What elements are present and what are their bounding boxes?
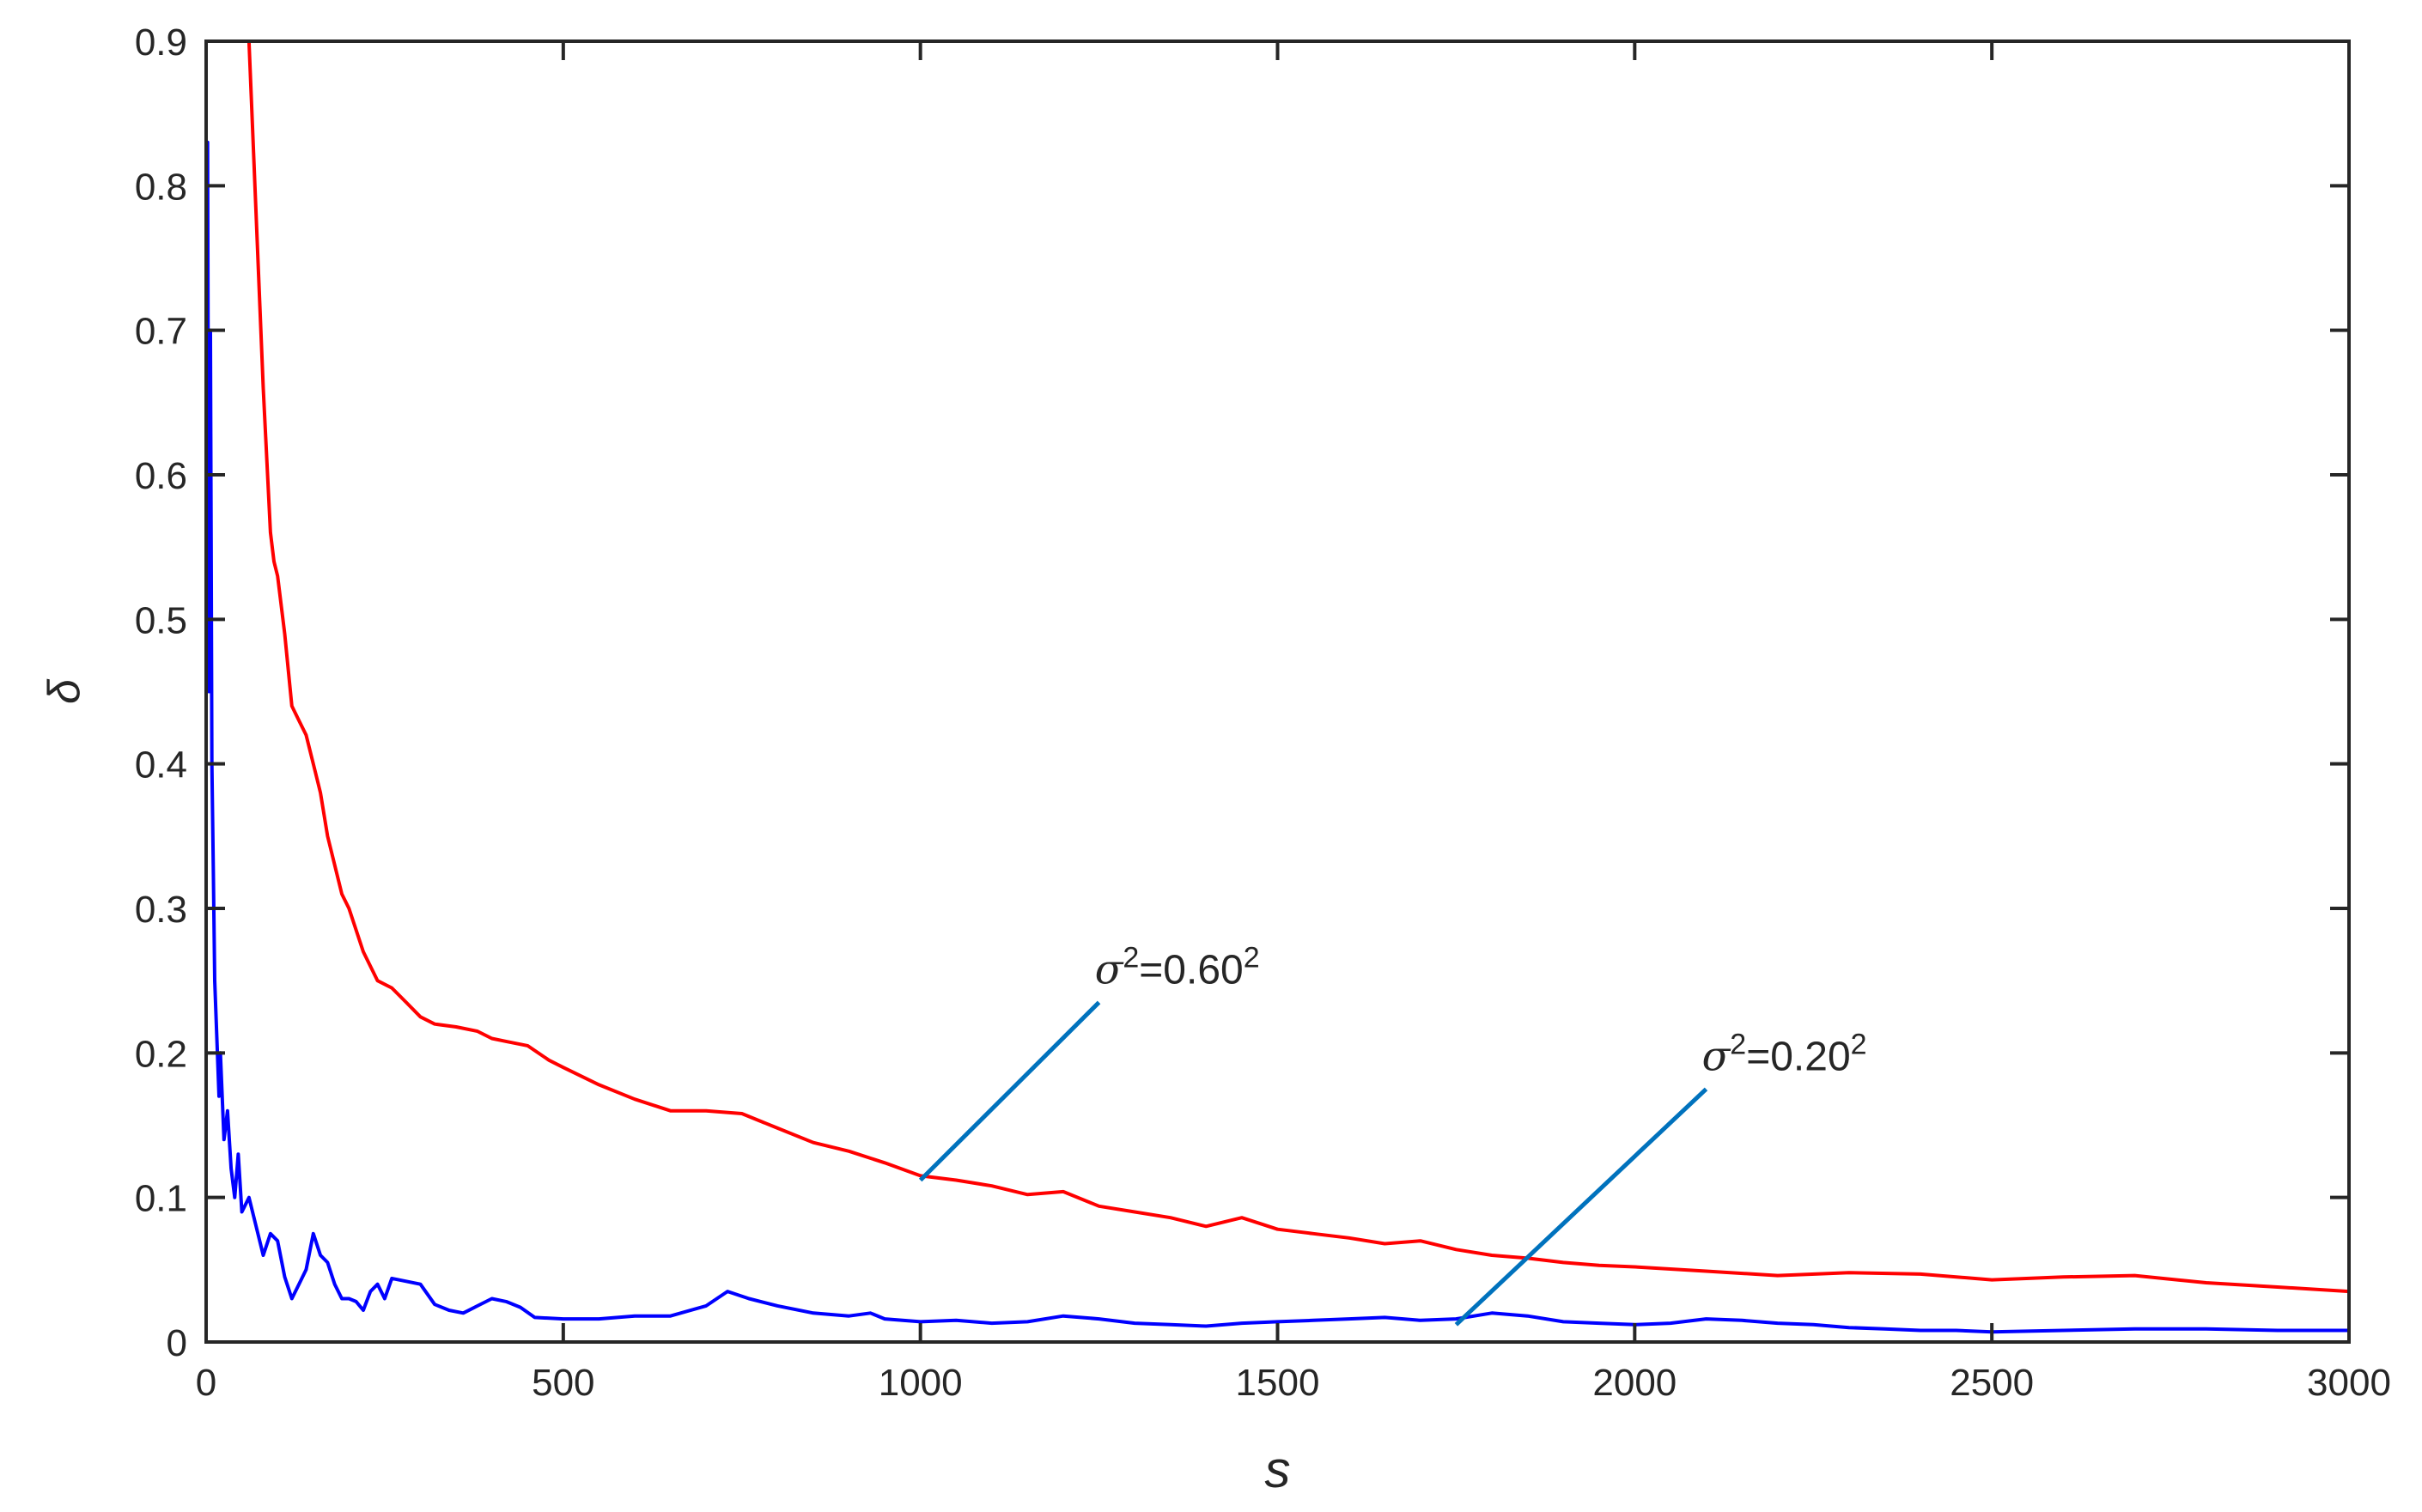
x-tick-label: 1000 [879, 1362, 963, 1404]
annotation-sup2: 2 [1851, 1028, 1867, 1060]
annotation-sup2: 2 [1244, 941, 1260, 974]
x-tick-label: 2000 [1592, 1362, 1677, 1404]
y-tick-label: 0.6 [135, 455, 187, 497]
y-axis-label: δ [40, 678, 89, 704]
tick-layer: 0 500 1000 1500 2000 2500 3000 0 0.1 0.2 0.3 0.4 0.5… [135, 21, 2391, 1404]
annotation-text-base: σ [1095, 945, 1124, 993]
annotation-text-base: σ [1702, 1032, 1731, 1080]
x-tick-label: 500 [532, 1362, 594, 1404]
y-tick-label: 0.5 [135, 599, 187, 641]
x-axis-label: s [1265, 1441, 1291, 1498]
annotation-arrow [918, 1000, 1101, 1182]
series-line-1 [246, 40, 2350, 1294]
y-tick-label: 0.8 [135, 166, 187, 208]
annotation-sup1: 2 [1730, 1028, 1746, 1060]
x-tick-label: 3000 [2307, 1362, 2391, 1404]
annotation-text-mid: =0.20 [1746, 1034, 1850, 1079]
y-tick-label: 0.1 [135, 1178, 187, 1220]
y-tick-label: 0.2 [135, 1033, 187, 1075]
y-tick-label: 0.9 [135, 21, 187, 64]
x-tick-label: 2500 [1950, 1362, 2034, 1404]
annotation-label: σ2=0.202 [1702, 1028, 1867, 1080]
y-tick-label: 0.7 [135, 311, 187, 353]
series-line-2 [204, 140, 2349, 1334]
annotation-label: σ2=0.602 [1095, 941, 1260, 993]
annotation-sup1: 2 [1123, 941, 1139, 974]
series-layer [204, 40, 2350, 1334]
x-tick-label: 0 [196, 1362, 216, 1404]
annotation-text-mid: =0.60 [1139, 947, 1243, 993]
y-tick-label: 0.3 [135, 889, 187, 931]
annotation-arrow [1454, 1087, 1708, 1327]
y-tick-label: 0 [167, 1322, 187, 1364]
y-tick-label: 0.4 [135, 744, 187, 786]
x-tick-label: 1500 [1236, 1362, 1320, 1404]
